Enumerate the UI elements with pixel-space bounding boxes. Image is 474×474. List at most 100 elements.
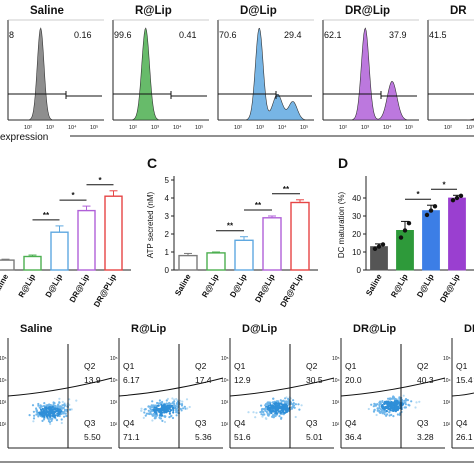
- scatter-point: [45, 411, 48, 414]
- tick-label: 10²: [221, 422, 229, 428]
- scatter-point: [283, 408, 286, 411]
- scatter-point: [378, 404, 381, 407]
- scatter-point: [63, 410, 66, 413]
- scatter-point: [41, 419, 44, 422]
- tick-label: 10³: [443, 400, 451, 406]
- scatter-point: [56, 412, 59, 415]
- scatter-point: [271, 401, 274, 404]
- quadrant-horizontal: [340, 377, 446, 397]
- tick-label: 10²: [234, 125, 242, 131]
- scatter-point: [152, 414, 155, 417]
- scatter-title: D@Lip: [242, 323, 277, 335]
- scatter-point: [392, 407, 395, 411]
- histogram-panel: 10² 10³ 10⁴ 10⁵ DR@Lip 62.1 37.9: [322, 5, 419, 131]
- scatter-point: [180, 404, 184, 407]
- scatter-point: [46, 407, 49, 410]
- scatter-point: [264, 403, 268, 406]
- scatter-point: [267, 405, 270, 408]
- bar: [0, 259, 15, 271]
- scatter-point: [45, 404, 48, 407]
- scatter-point: [292, 399, 295, 402]
- tick-label: 10⁴: [68, 124, 77, 131]
- scatter-panel: 10⁵ 10⁴ 10³ 10² R@Lip Q1 6.17 Q2 17.4 Q3 5.36 Q4 71.…: [110, 323, 224, 449]
- scatter-point: [267, 414, 270, 417]
- gate-left-value: 62.1: [324, 30, 342, 40]
- scatter-point: [387, 401, 390, 404]
- scatter-point: [168, 410, 171, 413]
- scatter-point: [172, 409, 175, 412]
- scatter-point: [53, 414, 56, 417]
- scatter-point: [185, 398, 189, 401]
- y-tick-label: 1: [165, 248, 170, 257]
- scatter-point: [166, 397, 169, 400]
- tick-label: 10³: [332, 400, 340, 406]
- scatter-point: [394, 403, 397, 406]
- q4-value: 36.4: [345, 432, 362, 442]
- scatter-point: [292, 405, 295, 408]
- scatter-point: [143, 411, 146, 414]
- scatter-point: [65, 414, 68, 418]
- scatter-point: [159, 413, 162, 417]
- scatter-point: [58, 397, 61, 400]
- bar: [234, 239, 254, 271]
- scatter-point: [144, 414, 147, 417]
- scatter-point: [38, 406, 41, 409]
- gate-left-value: 99.6: [114, 30, 132, 40]
- scatter-point: [267, 403, 270, 406]
- x-tick-label: Saline: [0, 272, 11, 297]
- q4-value: 71.1: [123, 432, 140, 442]
- scatter-point: [51, 405, 55, 408]
- scatter-point: [68, 403, 71, 406]
- scatter-point: [53, 416, 57, 419]
- data-point: [372, 246, 378, 251]
- q2-value: 30.5: [306, 375, 323, 385]
- x-tick-label: D@Lip: [228, 272, 249, 299]
- scatter-point: [386, 403, 389, 406]
- tick-label: 10⁵: [300, 124, 308, 131]
- y-tick-label: 30: [352, 212, 361, 221]
- scatter-point: [388, 411, 391, 414]
- scatter-point: [300, 404, 303, 407]
- scatter-panel: 10⁵ 10⁴ 10³ 10² Saline Q2 13.9 Q3 5.50: [0, 323, 113, 449]
- significance-label: **: [283, 185, 290, 194]
- tick-label: 10²: [444, 125, 452, 131]
- q1-value: 20.0: [345, 375, 362, 385]
- scatter-point: [383, 413, 386, 416]
- gate-right-value: 0.16: [74, 30, 92, 40]
- scatter-point: [154, 404, 157, 407]
- scatter-point: [367, 407, 370, 411]
- scatter-point: [53, 407, 56, 410]
- scatter-point: [287, 397, 290, 401]
- scatter-point: [272, 397, 275, 400]
- scatter-point: [52, 403, 55, 406]
- scatter-point: [50, 419, 53, 422]
- q1-label: Q1: [345, 361, 357, 371]
- x-tick-label: DR@Lip: [253, 272, 277, 304]
- scatter-point: [61, 400, 64, 403]
- scatter-point: [167, 402, 171, 405]
- q3-label: Q3: [84, 418, 96, 428]
- scatter-point: [165, 402, 168, 405]
- scatter-point: [403, 406, 406, 409]
- scatter-point: [394, 408, 397, 412]
- scatter-point: [247, 411, 250, 414]
- y-axis-label: ATP secreted (nM): [146, 191, 155, 258]
- scatter-point: [68, 398, 71, 401]
- tick-label: 10³: [361, 125, 369, 131]
- scatter-point: [383, 400, 387, 403]
- bar: [370, 246, 388, 271]
- scatter-point: [398, 404, 401, 407]
- scatter-point: [37, 402, 40, 406]
- tick-label: 10⁵: [90, 124, 98, 131]
- bar-chart-release: Saline R@Lip D@Lip DR@Lip DR@PLip****: [0, 176, 131, 309]
- scatter-point: [168, 412, 171, 415]
- scatter-point: [264, 407, 268, 410]
- scatter-point: [395, 399, 399, 402]
- scatter-point: [58, 414, 61, 418]
- scatter-point: [49, 415, 52, 418]
- scatter-point: [183, 405, 186, 408]
- scatter-point: [280, 405, 283, 408]
- scatter-point: [415, 401, 418, 404]
- scatter-point: [157, 402, 160, 405]
